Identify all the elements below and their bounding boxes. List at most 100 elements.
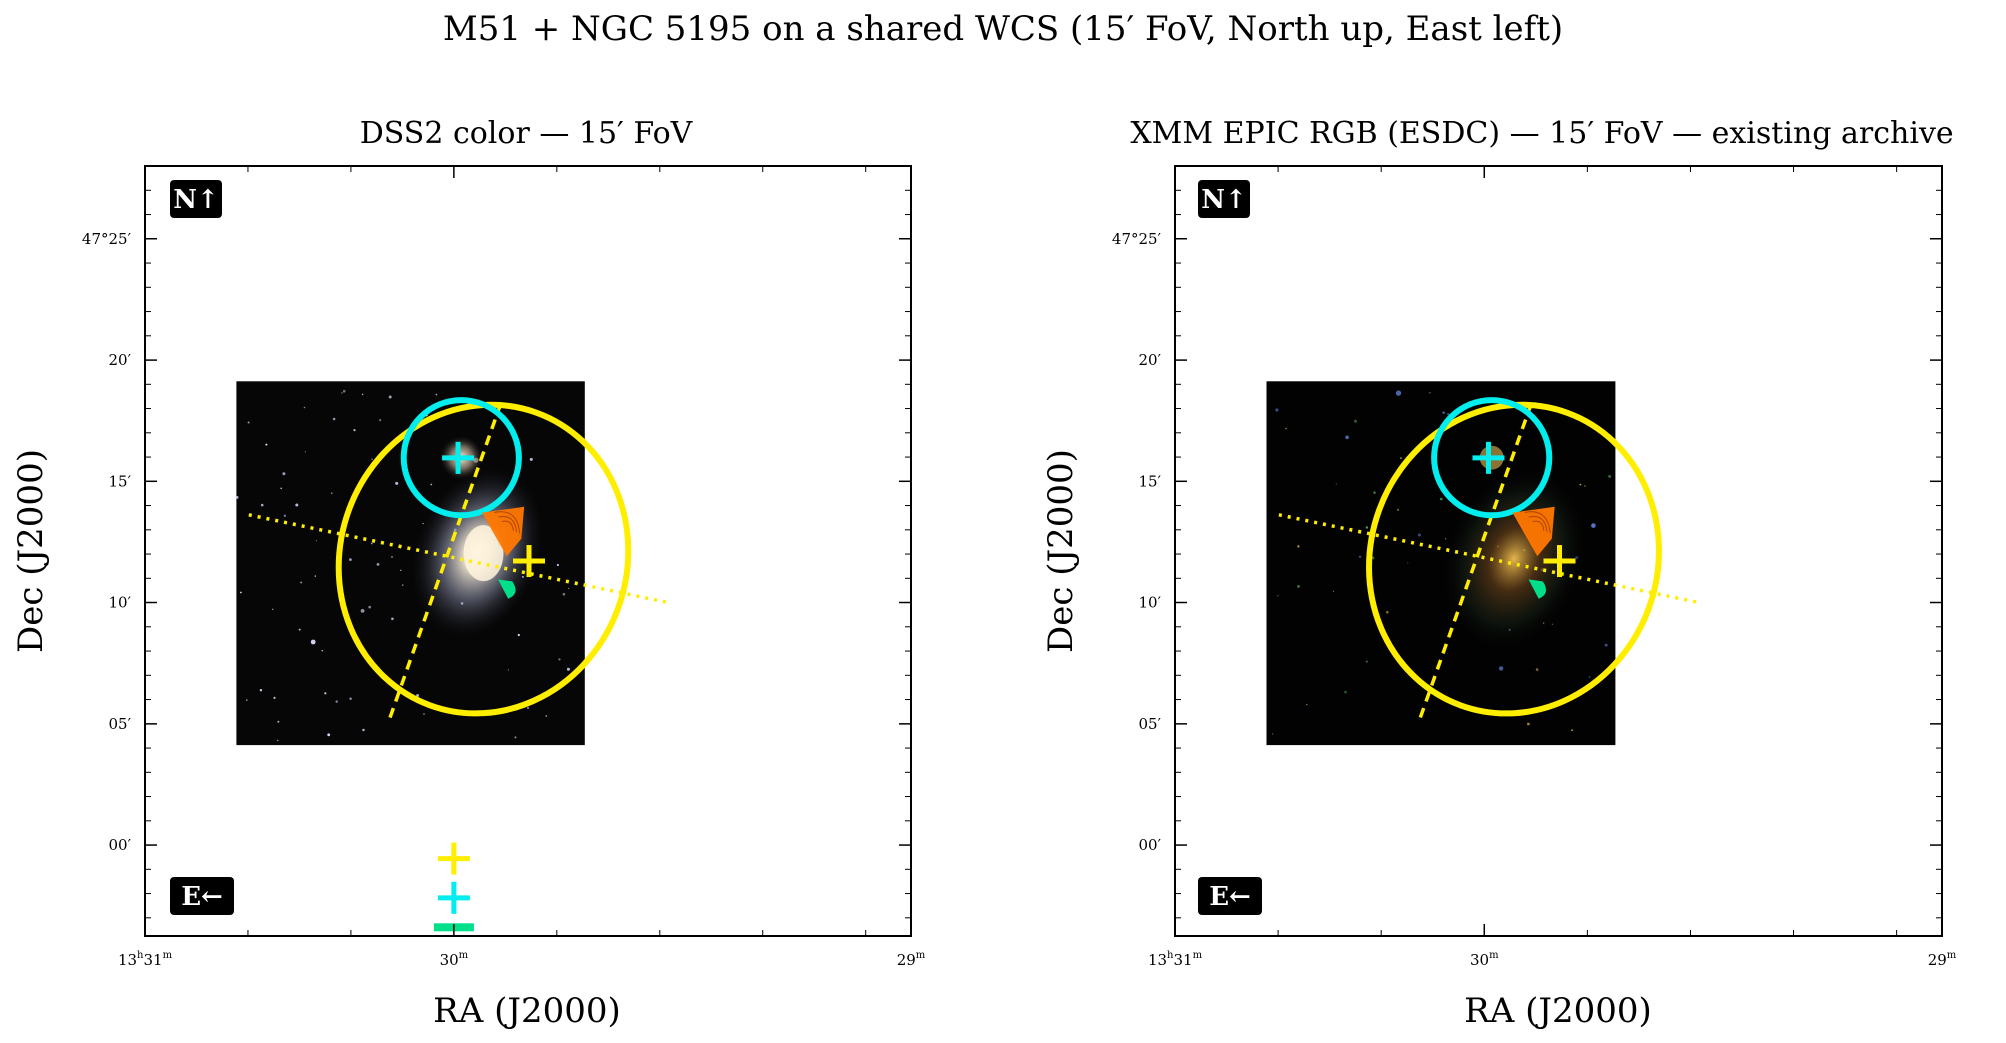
background-star [376,563,380,566]
background-star [558,658,561,661]
background-star [514,736,517,739]
y-tick-label: 47°25′ [82,230,132,248]
background-star [1588,676,1591,678]
companion-circle [400,397,522,519]
wedge-arc [1532,520,1545,531]
wedge-arc [498,516,517,532]
background-star [314,575,316,577]
y-tick-label: 15′ [1139,472,1162,490]
background-star [360,609,365,613]
background-star [1271,733,1274,735]
background-star [259,689,263,692]
background-star [1417,533,1421,537]
y-tick-label: 15′ [109,472,132,490]
outlier-marker [437,881,470,914]
background-star [1397,509,1399,511]
x-tick-label: 29m [897,950,926,969]
background-star [1579,483,1582,486]
background-star [1297,545,1300,548]
background-star [400,569,402,571]
background-star [335,700,338,703]
y-tick-label: 47°25′ [1112,230,1162,248]
x-tick-label: 13h31m [1148,950,1203,969]
figure-title: M51 + NGC 5195 on a shared WCS (15′ FoV,… [443,9,1563,49]
ticks: 47°25′ 20′ 15′ 10′ 05′ 00′ 13h31m 30m 29m [82,165,926,969]
background-star [283,514,286,517]
background-star [1444,538,1447,540]
background-star [430,483,433,486]
background-star [568,587,570,590]
background-star [1400,457,1402,459]
background-star [298,628,301,631]
compass-east: E← [170,877,234,915]
background-star [1358,555,1362,558]
compass-north: N↑ [170,180,222,218]
background-star [391,555,393,558]
x-tick-label: 30m [440,950,469,969]
background-star [529,457,533,461]
background-star [1608,474,1612,478]
background-star [246,699,248,701]
background-star [1584,485,1586,487]
background-star [395,481,399,485]
background-star [401,584,404,586]
background-star [1277,595,1279,597]
background-star [545,715,547,717]
background-star [235,495,239,499]
background-star [282,472,286,476]
axes-frame [1174,165,1943,937]
background-star [566,667,570,671]
background-star [507,669,510,671]
aperture-ellipse [335,401,632,717]
background-star [1354,419,1357,423]
compass-east-label: E← [1209,882,1251,912]
background-star [1535,668,1539,671]
background-star [1373,491,1376,494]
y-tick-label: 05′ [109,715,132,733]
companion-circle [1431,397,1553,519]
background-star [349,558,352,561]
background-star [517,633,520,637]
background-star [1344,690,1347,694]
background-star [324,692,327,695]
outlier-marker [437,842,470,875]
panel-dss: DSS2 color — 15′ FoV 47°25′ 20′ 15′ 10′ 05′ 0… [11,116,926,1031]
background-star [1386,610,1389,614]
background-star [1332,590,1335,593]
background-star [265,443,268,446]
aperture-ellipse [1366,401,1662,717]
center-marker-ngc-5195 [1472,441,1505,474]
background-star [423,713,425,715]
wedge-arc [1528,516,1548,532]
x-tick-label: 30m [1470,950,1499,969]
background-star [1345,435,1349,440]
background-star [1285,427,1287,430]
background-star [341,392,343,394]
background-star [435,393,438,396]
background-star [277,739,279,742]
background-star [362,728,365,732]
background-star [1365,526,1369,529]
wedge-arc [1524,511,1551,534]
background-star [1365,660,1368,663]
background-star [1527,722,1530,726]
background-star [240,591,242,594]
background-star [1498,666,1504,671]
background-star [371,458,373,461]
background-star [1442,411,1445,414]
galaxy-m51-core [463,525,504,582]
y-axis-label: Dec (J2000) [11,449,51,653]
background-star [556,563,560,567]
background-star [295,503,299,507]
wedge-arc [494,511,521,534]
background-star [379,419,382,422]
background-star [1335,483,1338,485]
y-tick-label: 10′ [109,594,132,612]
compass-north-label: N↑ [1201,185,1247,215]
panel-xmm: XMM EPIC RGB (ESDC) — 15′ FoV — existing… [1041,116,1957,1031]
center-marker-ngc-5195 [442,441,475,474]
background-star [388,395,392,399]
background-star [416,694,420,697]
center-marker-m51 [512,545,545,578]
y-tick-label: 20′ [1139,351,1162,369]
